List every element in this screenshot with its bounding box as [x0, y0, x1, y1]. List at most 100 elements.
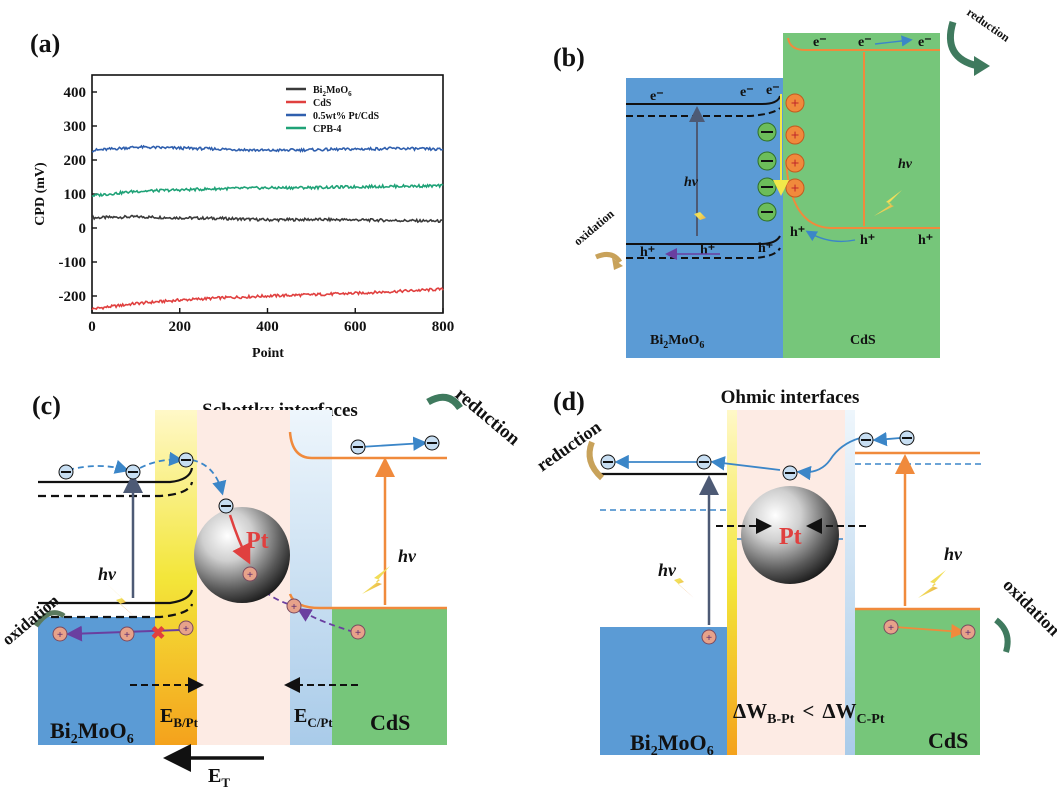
series-line-0 — [91, 214, 444, 224]
y-tick-label: -100 — [59, 255, 87, 271]
hole-flow-c1 — [296, 608, 355, 633]
series-line-2 — [91, 144, 444, 153]
svg-text:+: + — [791, 96, 800, 112]
hole-icon — [52, 626, 68, 642]
positive-charge — [785, 93, 805, 113]
cds-block — [783, 33, 940, 358]
bi2moo6-vb — [626, 235, 781, 245]
pt-nanoparticle-d — [741, 486, 839, 584]
hole-icon — [350, 624, 366, 640]
plot-frame — [91, 74, 444, 314]
hole-label-5: h⁺ — [860, 233, 875, 248]
svg-text:+: + — [706, 632, 712, 644]
svg-text:+: + — [791, 128, 800, 144]
svg-text:+: + — [888, 622, 894, 634]
hv-label-c2: hν — [398, 546, 417, 566]
pt-nanoparticle — [194, 507, 290, 603]
light-bolt-icon — [362, 566, 390, 594]
hole-transfer-arrow-c — [805, 230, 856, 243]
hole-icon — [178, 620, 194, 636]
panel-a-label: (a) — [30, 29, 60, 58]
svg-text:+: + — [183, 623, 189, 635]
electron-label-3: e⁻ — [766, 83, 780, 98]
svg-text:+: + — [355, 627, 361, 639]
work-function-comparison: ΔWB-Pt < ΔWC-Pt — [733, 699, 885, 727]
x-tick-label: 600 — [344, 319, 367, 335]
legend-label-cpb4: CPB-4 — [313, 124, 341, 135]
panel-d-label: (d) — [553, 387, 585, 416]
cpd-chart: 0 200 400 600 800 -200 -100 0 100 200 300 400 Point… — [33, 74, 455, 361]
bi2moo6-label-c: Bi2MoO6 — [50, 718, 134, 747]
light-bolt-icon — [918, 570, 946, 598]
y-tick-label: 300 — [64, 119, 87, 135]
panel-b-label: (b) — [553, 43, 585, 72]
panel-c: (c) Schottky interfaces Pt — [0, 384, 524, 790]
svg-text:+: + — [791, 156, 800, 172]
reduction-label-b: reduction — [964, 5, 1013, 45]
bi-pt-contact-band — [727, 410, 737, 755]
hole-icon — [242, 566, 258, 582]
series-line-3 — [91, 183, 444, 198]
legend-label-bi2moo6: Bi2MoO6 — [313, 85, 352, 98]
hv-label-b2: hν — [898, 157, 913, 172]
x-tick-label: 400 — [256, 319, 279, 335]
svg-text:+: + — [791, 181, 800, 197]
light-bolt-icon — [874, 190, 902, 216]
electron-flow-c1 — [67, 459, 130, 474]
hv-label-c1: hν — [98, 564, 117, 584]
field-total-label: ET — [208, 765, 230, 790]
reduction-arrow-icon — [946, 20, 979, 70]
bi2moo6-cb — [626, 95, 781, 105]
x-tick-label: 0 — [88, 319, 96, 335]
hole-icon — [701, 629, 717, 645]
y-tick-label: 200 — [64, 153, 87, 169]
hole-label-2: h⁺ — [700, 243, 715, 258]
field-c-pt-label: EC/Pt — [294, 705, 333, 730]
y-tick-label: 400 — [64, 85, 87, 101]
series-line-1 — [91, 287, 444, 311]
svg-text:+: + — [247, 569, 253, 581]
electron-label-5: e⁻ — [858, 35, 872, 50]
hole-label-1: h⁺ — [640, 245, 655, 260]
oxidation-arrow-icon — [594, 251, 623, 264]
negative-charges — [757, 122, 777, 222]
electron-label-2: e⁻ — [740, 85, 754, 100]
cds-cb — [787, 37, 940, 51]
positive-charge — [785, 125, 805, 145]
bi2moo6-label-d: Bi2MoO6 — [630, 730, 714, 759]
oxidation-arrow-icon — [994, 617, 1011, 653]
cds-pt-contact-band — [845, 410, 855, 755]
light-bolt-icon — [684, 196, 714, 234]
cds-label-b: CdS — [850, 333, 876, 348]
blocked-cross-icon: ✖ — [150, 623, 165, 643]
cds-pt-depletion-band — [290, 410, 332, 745]
bi2moo6-label-b: Bi2MoO6 — [650, 333, 704, 351]
electron-transfer-arrow — [874, 35, 913, 47]
light-bolt-icon — [106, 583, 134, 616]
bi2moo6-cb-c — [38, 467, 194, 484]
bi2moo6-vb-dashed — [626, 247, 781, 259]
x-tick-label: 800 — [432, 319, 455, 335]
panel-a: (a) 0 200 400 600 800 -200 -100 0 100 200 300 400 P… — [30, 29, 454, 361]
hole-icon — [960, 624, 976, 640]
cds-cb-c — [288, 431, 447, 460]
x-tick-label: 200 — [169, 319, 192, 335]
bi2moo6-vb-c — [38, 589, 194, 605]
svg-text:+: + — [124, 629, 130, 641]
electron-label-1: e⁻ — [650, 89, 664, 104]
pt-label-c: Pt — [246, 528, 269, 554]
electron-flow-c4 — [359, 436, 428, 451]
hole-carriers-d: + + + — [701, 619, 976, 645]
electron-carriers-d — [600, 430, 915, 481]
y-tick-label: -200 — [59, 289, 87, 305]
svg-text:+: + — [57, 629, 63, 641]
svg-text:+: + — [965, 627, 971, 639]
panel-c-label: (c) — [32, 391, 61, 420]
positive-charge — [785, 153, 805, 173]
hole-carriers-c: + + + + + + — [52, 566, 366, 642]
hv-label-d2: hν — [944, 544, 963, 564]
bi2moo6-vb-dashed-c — [38, 603, 194, 619]
hv-label-b1: hν — [684, 175, 699, 190]
electron-label-4: e⁻ — [813, 35, 827, 50]
